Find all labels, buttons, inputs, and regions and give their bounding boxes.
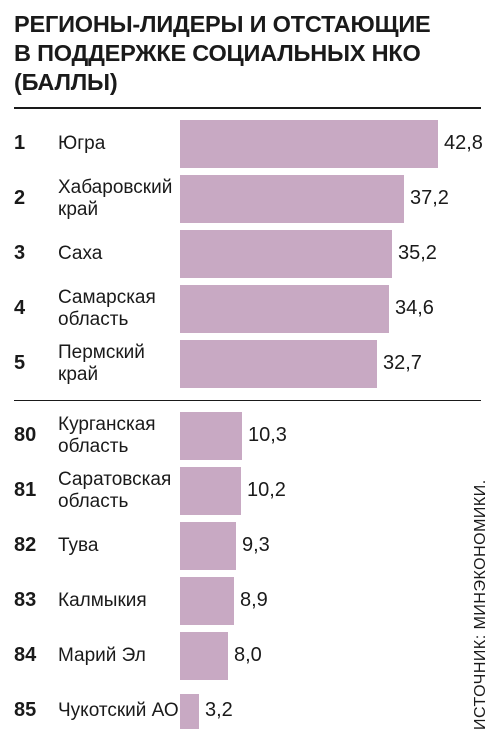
rank-label: 3 — [14, 242, 26, 264]
bar — [180, 175, 404, 223]
region-name-line-2: область — [58, 309, 129, 330]
bar — [180, 285, 389, 333]
region-name-line-2: край — [58, 199, 99, 220]
chart-title-line-1: РЕГИОНЫ-ЛИДЕРЫ И ОТСТАЮЩИЕ — [14, 11, 431, 37]
value-label: 3,2 — [205, 699, 233, 721]
group-separator — [14, 400, 481, 401]
bar — [180, 412, 242, 460]
chart-title-line-3: (БАЛЛЫ) — [14, 69, 118, 95]
value-label: 35,2 — [398, 242, 437, 264]
rank-label: 5 — [14, 352, 26, 374]
region-name-line-1: Самарская — [58, 287, 156, 308]
region-name-line-1: Чукотский АО — [58, 700, 179, 721]
bar — [180, 340, 377, 388]
region-name: Тува — [58, 535, 99, 557]
top-rule — [14, 107, 481, 109]
chart-title-line-2: В ПОДДЕРЖКЕ СОЦИАЛЬНЫХ НКО — [14, 40, 421, 66]
rank-label: 81 — [14, 479, 37, 501]
region-name-line-1: Тува — [58, 535, 99, 556]
bar — [180, 230, 392, 278]
bar — [180, 522, 236, 570]
chart-title: РЕГИОНЫ-ЛИДЕРЫ И ОТСТАЮЩИЕ В ПОДДЕРЖКЕ С… — [14, 10, 484, 97]
region-name-line-1: Курганская — [58, 414, 156, 435]
rank-label: 80 — [14, 424, 37, 446]
region-name: Чукотский АО — [58, 700, 179, 722]
region-name-line-1: Саха — [58, 243, 103, 264]
rank-label: 84 — [14, 644, 37, 666]
rank-label: 82 — [14, 534, 37, 556]
value-label: 8,0 — [234, 644, 262, 666]
region-name: Самарская область — [58, 287, 156, 331]
bar — [180, 577, 234, 625]
bar — [180, 467, 241, 515]
region-name: Марий Эл — [58, 645, 146, 667]
region-name: Саратовская область — [58, 469, 171, 513]
value-label: 37,2 — [410, 187, 449, 209]
value-label: 9,3 — [242, 534, 270, 556]
region-name: Калмыкия — [58, 590, 147, 612]
region-name: Саха — [58, 243, 102, 265]
region-name-line-1: Калмыкия — [58, 590, 147, 611]
region-name: Хабаровский край — [58, 177, 172, 221]
rank-label: 2 — [14, 187, 26, 209]
region-name: Пермский край — [58, 342, 145, 386]
region-name: Югра — [58, 133, 105, 155]
value-label: 8,9 — [240, 589, 268, 611]
region-name-line-1: Марий Эл — [58, 645, 146, 666]
value-label: 32,7 — [383, 352, 422, 374]
bar — [180, 632, 228, 680]
value-label: 10,2 — [247, 479, 286, 501]
region-name-line-1: Югра — [58, 133, 106, 154]
region-name-line-1: Хабаровский — [58, 177, 173, 198]
source-note: ИСТОЧНИК: МИНЭКОНОМИКИ. — [472, 479, 489, 730]
rank-label: 83 — [14, 589, 37, 611]
region-name-line-2: область — [58, 491, 129, 512]
rank-label: 4 — [14, 297, 26, 319]
region-name: Курганская область — [58, 414, 156, 458]
value-label: 42,8 — [444, 132, 483, 154]
bar — [180, 694, 199, 729]
region-name-line-1: Пермский — [58, 342, 145, 363]
value-label: 34,6 — [395, 297, 434, 319]
value-label: 10,3 — [248, 424, 287, 446]
region-name-line-1: Саратовская — [58, 469, 172, 490]
bar — [180, 120, 438, 168]
rank-label: 85 — [14, 699, 37, 721]
rank-label: 1 — [14, 132, 26, 154]
region-name-line-2: край — [58, 364, 99, 385]
region-name-line-2: область — [58, 436, 129, 457]
